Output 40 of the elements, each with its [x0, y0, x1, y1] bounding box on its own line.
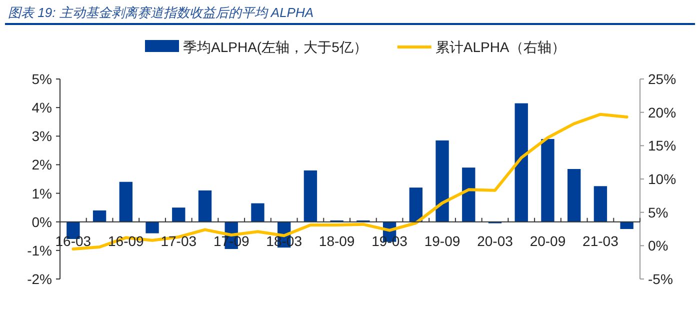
bar [568, 169, 581, 222]
bar [172, 208, 186, 222]
bar [198, 190, 212, 222]
y2-tick-label: 10% [648, 171, 676, 187]
y-tick-label: 5% [32, 71, 52, 87]
bar [146, 222, 159, 234]
x-tick-label: 20-09 [530, 232, 566, 249]
x-tick-label: 19-09 [424, 232, 460, 249]
bar [620, 222, 634, 229]
bar [409, 188, 422, 222]
y-tick-label: 2% [32, 156, 52, 173]
y-tick-label: -2% [27, 271, 52, 287]
y-tick-label: 3% [32, 128, 52, 144]
bar [251, 203, 264, 222]
bar [514, 103, 528, 222]
bar [462, 168, 476, 222]
x-tick-label: 20-03 [477, 232, 514, 249]
legend-label: 累计ALPHA（右轴） [435, 39, 566, 55]
bar [92, 210, 106, 222]
y2-tick-label: 5% [648, 204, 668, 220]
x-tick-label: 21-03 [582, 232, 619, 249]
bar [304, 170, 318, 222]
y2-tick-label: 15% [648, 138, 676, 154]
y2-tick-label: 0% [648, 238, 668, 254]
legend-label: 季均ALPHA(左轴，大于5亿） [183, 39, 368, 55]
x-tick-label: 17-03 [160, 232, 197, 249]
y-tick-label: 1% [32, 185, 52, 202]
x-tick-label: 19-03 [372, 232, 408, 249]
y-tick-label: 4% [32, 100, 52, 116]
chart-title: 图表 19: 主动基金剥离赛道指数收益后的平均 ALPHA [8, 5, 314, 20]
y2-tick-label: 25% [648, 71, 676, 87]
bar [119, 182, 132, 222]
y-tick-label: -1% [27, 242, 52, 258]
bar [541, 139, 554, 222]
bar [594, 186, 608, 222]
y2-tick-label: -5% [648, 271, 673, 287]
x-tick-label: 18-09 [318, 232, 355, 249]
y2-tick-label: 20% [648, 104, 676, 120]
y-tick-label: 0% [32, 214, 52, 230]
bar [436, 140, 449, 222]
